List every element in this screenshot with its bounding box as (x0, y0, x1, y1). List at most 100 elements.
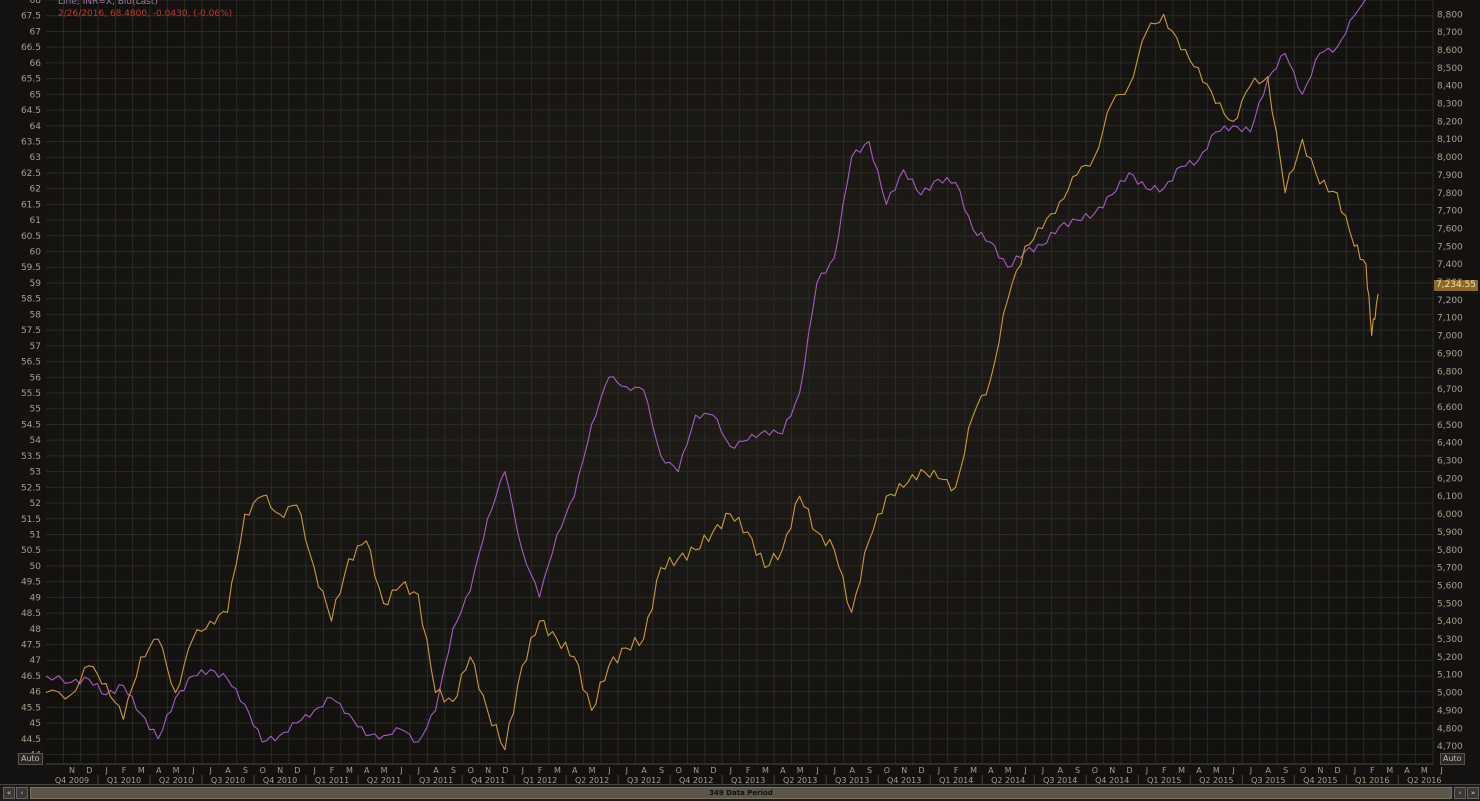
scroll-prev-button[interactable]: ‹ (16, 787, 28, 799)
month-tick-label: J (1145, 766, 1148, 775)
scroll-first-button[interactable]: « (3, 787, 15, 799)
right-tick-label: 7,200 (1437, 296, 1463, 306)
left-tick-label: 51 (30, 530, 41, 540)
auto-scale-left-button[interactable]: Auto (18, 753, 43, 765)
left-tick-label: 63.5 (21, 137, 41, 147)
right-tick-label: 6,600 (1437, 403, 1463, 413)
left-tick-label: 65 (30, 90, 41, 100)
month-tick-label: N (1317, 766, 1323, 775)
month-tick-label: A (641, 766, 647, 775)
month-tick-label: J (313, 766, 316, 775)
left-tick-label: 68 (30, 0, 42, 6)
right-tick-label: 5,900 (1437, 528, 1463, 538)
scroll-next-button[interactable]: › (1454, 787, 1466, 799)
left-tick-label: 64 (30, 122, 42, 132)
quarter-tick-label: Q4 2015 (1303, 776, 1337, 784)
month-tick-label: J (729, 766, 732, 775)
right-tick-label: 6,400 (1437, 439, 1463, 449)
quarter-tick-label: Q2 2016 (1407, 776, 1441, 784)
month-tick-label: M (1421, 766, 1428, 775)
quarter-tick-label: Q2 2015 (1199, 776, 1233, 784)
left-tick-label: 66.5 (21, 43, 41, 53)
month-tick-label: S (659, 766, 664, 775)
month-tick-label: M (762, 766, 769, 775)
right-tick-label: 5,500 (1437, 599, 1463, 609)
series-line-inr[interactable] (45, 0, 1378, 743)
month-tick-label: J (937, 766, 940, 775)
right-tick-label: 6,800 (1437, 367, 1463, 377)
month-tick-label: D (1335, 766, 1341, 775)
right-tick-label: 8,500 (1437, 64, 1463, 74)
right-tick-label: 8,700 (1437, 28, 1463, 38)
month-tick-label: F (954, 766, 959, 775)
month-tick-label: S (1283, 766, 1288, 775)
month-tick-label: N (1109, 766, 1115, 775)
month-tick-label: A (1404, 766, 1410, 775)
quarter-tick-label: Q3 2015 (1251, 776, 1285, 784)
right-tick-label: 8,000 (1437, 153, 1463, 163)
month-tick-label: A (433, 766, 439, 775)
month-tick-label: O (1092, 766, 1098, 775)
month-tick-label: D (86, 766, 92, 775)
right-tick-label: 7,800 (1437, 189, 1463, 199)
series-line-index[interactable] (45, 13, 1379, 751)
right-tick-label: 6,500 (1437, 421, 1463, 431)
month-tick-label: D (710, 766, 716, 775)
month-tick-label: J (521, 766, 524, 775)
left-tick-label: 55.5 (21, 389, 41, 399)
left-tick-label: 45.5 (21, 703, 41, 713)
month-tick-label: M (1386, 766, 1393, 775)
right-axis: 4,700 4,800 4,900 5,000 5,100 5,200 5,300 5,400… (1437, 10, 1463, 752)
left-tick-label: 60 (30, 248, 42, 258)
quarter-tick-label: Q1 2015 (1147, 776, 1181, 784)
left-tick-label: 61.5 (21, 200, 41, 210)
quarter-tick-label: Q1 2011 (315, 776, 349, 784)
left-tick-label: 60.5 (21, 232, 41, 242)
quarter-tick-label: Q2 2010 (159, 776, 193, 784)
month-tick-label: O (1300, 766, 1306, 775)
scrollbar-thumb[interactable]: 349 Data Period (30, 787, 1452, 799)
left-tick-label: 54.5 (21, 420, 41, 430)
left-tick-label: 57.5 (21, 326, 41, 336)
legend: Line; INR=X, Bid(Last) 2/26/2016, 68.480… (58, 0, 232, 20)
chart-canvas[interactable]: 4444.54545.54646.54747.54848.54949.55050… (0, 0, 1480, 784)
quarter-tick-label: Q4 2009 (55, 776, 89, 784)
month-tick-label: S (867, 766, 872, 775)
month-tick-label: N (485, 766, 491, 775)
left-tick-label: 59.5 (21, 263, 41, 273)
month-tick-label: N (901, 766, 907, 775)
right-tick-label: 6,700 (1437, 385, 1463, 395)
month-tick-label: S (1075, 766, 1080, 775)
quarter-tick-label: Q2 2014 (991, 776, 1025, 784)
left-tick-label: 50 (30, 562, 42, 572)
month-tick-label: M (346, 766, 353, 775)
right-tick-label: 7,000 (1437, 332, 1463, 342)
month-tick-label: O (676, 766, 682, 775)
right-tick-label: 8,800 (1437, 10, 1463, 20)
month-tick-label: J (1249, 766, 1252, 775)
quarter-tick-label: Q4 2013 (887, 776, 921, 784)
month-tick-label: M (173, 766, 180, 775)
left-tick-label: 64.5 (21, 106, 41, 116)
right-tick-label: 8,100 (1437, 135, 1463, 145)
right-tick-label: 7,900 (1437, 171, 1463, 181)
month-tick-label: M (970, 766, 977, 775)
month-tick-label: J (607, 766, 610, 775)
auto-scale-right-button[interactable]: Auto (1440, 753, 1465, 765)
right-tick-label: 6,000 (1437, 510, 1463, 520)
time-scrollbar[interactable]: « ‹ 349 Data Period › » (0, 784, 1480, 801)
left-tick-label: 58 (30, 310, 42, 320)
month-tick-label: D (502, 766, 508, 775)
scroll-last-button[interactable]: » (1467, 787, 1479, 799)
left-tick-label: 54 (30, 436, 42, 446)
quarter-tick-label: Q3 2010 (211, 776, 245, 784)
left-tick-label: 45 (30, 719, 41, 729)
right-tick-label: 5,400 (1437, 617, 1463, 627)
left-axis: 4444.54545.54646.54747.54848.54949.55050… (21, 0, 41, 761)
month-tick-label: J (625, 766, 628, 775)
month-tick-label: O (260, 766, 266, 775)
right-tick-label: 8,300 (1437, 100, 1463, 110)
quarter-tick-label: Q4 2014 (1095, 776, 1129, 784)
right-tick-label: 6,200 (1437, 474, 1463, 484)
